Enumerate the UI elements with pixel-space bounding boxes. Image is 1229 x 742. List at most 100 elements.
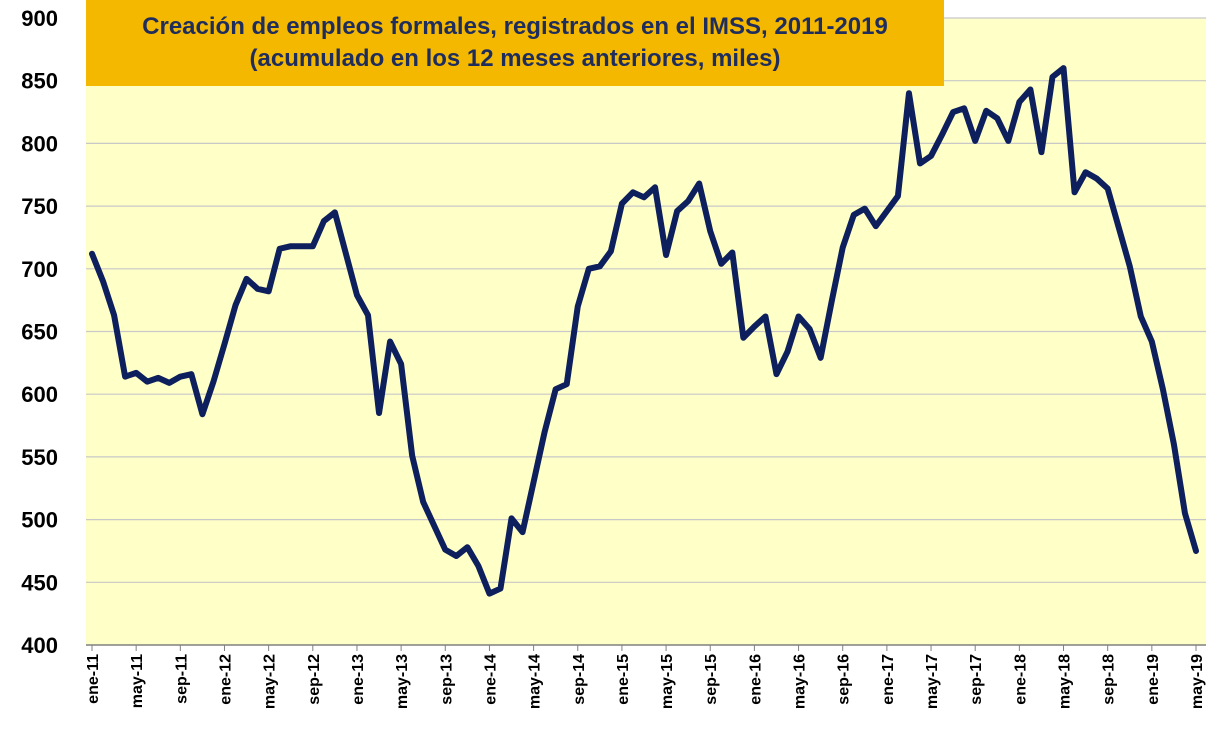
data-point (299, 243, 305, 249)
data-point (796, 313, 802, 319)
data-point (1061, 65, 1067, 71)
data-point (840, 244, 846, 250)
x-tick-label: may-13 (394, 654, 411, 709)
x-tick-label: may-17 (924, 654, 941, 709)
data-point (608, 248, 614, 254)
data-point (1105, 186, 1111, 192)
x-tick-label: may-15 (659, 654, 676, 709)
data-point (751, 323, 757, 329)
data-point (1072, 189, 1078, 195)
data-point (630, 189, 636, 195)
data-point (497, 586, 503, 592)
data-point (486, 591, 492, 597)
data-point (431, 523, 437, 529)
data-point (398, 361, 404, 367)
x-tick-label: sep-16 (836, 654, 853, 705)
data-point (972, 138, 978, 144)
data-point (409, 453, 415, 459)
data-point (586, 266, 592, 272)
data-point (895, 193, 901, 199)
data-point (685, 198, 691, 204)
data-point (906, 90, 912, 96)
y-tick-label: 450 (21, 570, 58, 595)
data-point (862, 206, 868, 212)
x-tick-label: sep-11 (173, 654, 190, 704)
data-point (884, 208, 890, 214)
data-point (310, 243, 316, 249)
data-point (762, 313, 768, 319)
y-tick-label: 550 (21, 445, 58, 470)
data-point (718, 261, 724, 267)
data-point (100, 278, 106, 284)
data-point (244, 276, 250, 282)
x-tick-label: ene-18 (1012, 654, 1029, 705)
data-point (674, 208, 680, 214)
data-point (1083, 169, 1089, 175)
data-point (983, 108, 989, 114)
data-point (553, 386, 559, 392)
data-point (1038, 149, 1044, 155)
data-point (1182, 510, 1188, 516)
data-point (1049, 74, 1055, 80)
x-tick-label: may-11 (129, 654, 146, 708)
data-point (343, 251, 349, 257)
data-point (641, 194, 647, 200)
data-point (939, 132, 945, 138)
data-point (619, 201, 625, 207)
x-tick-label: ene-16 (747, 654, 764, 705)
data-point (376, 410, 382, 416)
data-point (166, 380, 172, 386)
x-tick-label: ene-12 (217, 654, 234, 705)
x-tick-label: ene-17 (880, 654, 897, 705)
data-point (277, 246, 283, 252)
chart-title: Creación de empleos formales, registrado… (142, 13, 888, 40)
data-point (1005, 138, 1011, 144)
data-point (288, 243, 294, 249)
data-point (696, 181, 702, 187)
y-axis-ticks: 400 450 500 550 600 650 700 750 800 850 900 (21, 6, 58, 658)
x-tick-label: sep-17 (968, 654, 985, 705)
data-point (575, 303, 581, 309)
data-point (354, 292, 360, 298)
x-tick-label: may-19 (1189, 654, 1206, 709)
data-point (818, 355, 824, 361)
x-tick-label: may-14 (527, 654, 544, 709)
x-tick-label: sep-18 (1101, 654, 1118, 705)
data-point (663, 252, 669, 258)
data-point (531, 479, 537, 485)
chart-subtitle: (acumulado en los 12 meses anteriores, m… (249, 45, 781, 72)
data-point (442, 547, 448, 553)
y-tick-label: 650 (21, 320, 58, 345)
data-point (729, 250, 735, 255)
data-point (321, 218, 327, 224)
data-point (365, 312, 371, 318)
data-point (475, 563, 481, 569)
data-point (332, 209, 338, 215)
data-point (928, 153, 934, 159)
data-point (210, 379, 216, 385)
data-point (707, 228, 713, 234)
x-tick-label: ene-19 (1145, 654, 1162, 705)
data-point (177, 374, 183, 380)
data-point (773, 371, 779, 377)
data-point (740, 335, 746, 341)
data-point (199, 411, 205, 417)
data-point (1149, 339, 1155, 345)
x-tick-label: sep-13 (438, 654, 455, 705)
data-point (994, 115, 1000, 121)
data-point (464, 544, 470, 550)
x-tick-label: may-18 (1057, 654, 1074, 709)
data-point (509, 515, 515, 521)
data-point (520, 529, 526, 535)
x-tick-label: ene-15 (615, 654, 632, 705)
data-point (453, 553, 459, 559)
data-point (1027, 86, 1033, 92)
data-point (387, 339, 393, 345)
data-point (851, 212, 857, 218)
y-tick-label: 850 (21, 69, 58, 94)
data-point (873, 223, 879, 229)
data-point (542, 429, 548, 435)
data-point (961, 105, 967, 111)
